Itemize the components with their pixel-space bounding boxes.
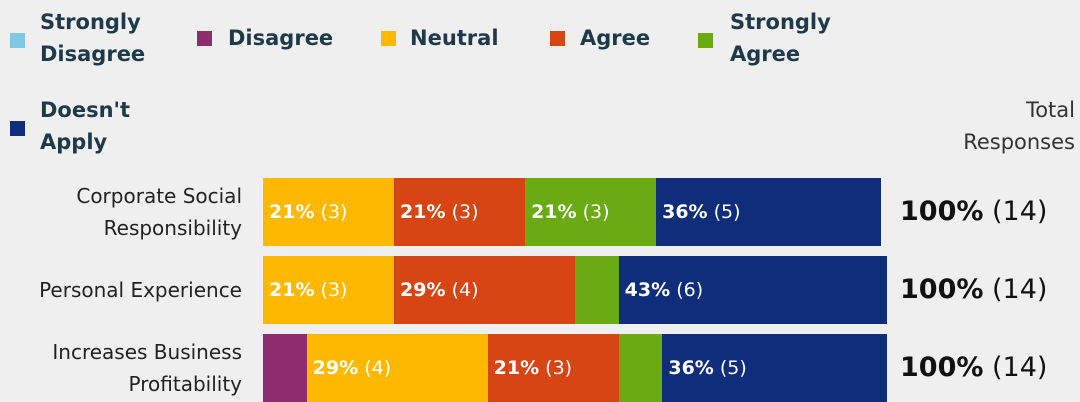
bar-segment: [263, 334, 307, 402]
legend-label: Strongly Agree: [730, 10, 831, 66]
legend-label: Strongly Disagree: [40, 10, 146, 66]
value-label: 29% (4): [313, 334, 391, 402]
value-percent: 21%: [269, 201, 315, 223]
bar-segment: 29% (4): [394, 256, 575, 324]
value-count: (3): [320, 201, 348, 223]
legend: Strongly Disagree Disagree Neutral Agree Str…: [0, 0, 1080, 170]
bar-segment: 36% (5): [656, 178, 881, 246]
total-percent: 100%: [900, 196, 984, 227]
bar-segment: 21% (3): [487, 334, 619, 402]
legend-swatch: [381, 31, 396, 46]
total-header: Total Responses: [963, 98, 1075, 154]
legend-swatch: [197, 31, 212, 46]
bar-segment: [575, 256, 619, 324]
total-percent: 100%: [900, 274, 984, 305]
bar-segment: 21% (3): [263, 256, 395, 324]
value-percent: 43%: [624, 279, 671, 301]
value-percent: 21%: [269, 279, 315, 301]
value-label: 21% (3): [494, 334, 572, 402]
value-label: 21% (3): [269, 178, 347, 246]
bar-segment: 36% (5): [662, 334, 887, 402]
legend-label: Doesn't Apply: [40, 98, 131, 154]
bar-segment: 29% (4): [306, 334, 488, 402]
total-count: (14): [992, 352, 1048, 383]
value-count: (3): [545, 357, 573, 379]
value-percent: 21%: [493, 357, 540, 379]
value-count: (4): [451, 279, 479, 301]
value-percent: 21%: [531, 201, 577, 223]
value-percent: 21%: [400, 201, 446, 223]
value-count: (5): [713, 201, 741, 223]
category-label: Corporate Social Responsibility: [76, 184, 242, 240]
value-count: (3): [451, 201, 479, 223]
bar-segment: 21% (3): [525, 178, 657, 246]
value-label: 29% (4): [400, 256, 478, 324]
value-label: 21% (3): [269, 256, 347, 324]
value-label: 36% (5): [668, 334, 746, 402]
total-count: (14): [992, 196, 1048, 227]
total-label: 100% (14): [900, 334, 1047, 402]
bar-segment: 43% (6): [618, 256, 887, 324]
category-label: Personal Experience: [39, 278, 242, 302]
value-percent: 36%: [668, 357, 714, 379]
value-count: (4): [364, 357, 392, 379]
legend-swatch: [10, 121, 25, 136]
bar-segment: 21% (3): [263, 178, 395, 246]
value-label: 36% (5): [662, 178, 740, 246]
value-count: (3): [582, 201, 610, 223]
category-label: Increases Business Profitability: [52, 340, 242, 396]
value-percent: 29%: [400, 279, 446, 301]
legend-swatch: [10, 33, 25, 48]
value-count: (5): [719, 357, 747, 379]
legend-label: Neutral: [410, 26, 499, 50]
value-count: (6): [676, 279, 704, 301]
legend-swatch: [698, 33, 713, 48]
total-label: 100% (14): [900, 178, 1047, 246]
value-percent: 29%: [312, 357, 359, 379]
total-label: 100% (14): [900, 256, 1047, 324]
value-label: 21% (3): [400, 178, 478, 246]
value-percent: 36%: [662, 201, 708, 223]
legend-swatch: [550, 31, 565, 46]
legend-label: Disagree: [228, 26, 334, 50]
total-percent: 100%: [900, 352, 984, 383]
value-label: 43% (6): [625, 256, 703, 324]
legend-label: Agree: [580, 26, 651, 50]
bar-segment: [618, 334, 663, 402]
total-count: (14): [992, 274, 1048, 305]
bar-segment: 21% (3): [394, 178, 526, 246]
value-count: (3): [320, 279, 348, 301]
value-label: 21% (3): [531, 178, 609, 246]
